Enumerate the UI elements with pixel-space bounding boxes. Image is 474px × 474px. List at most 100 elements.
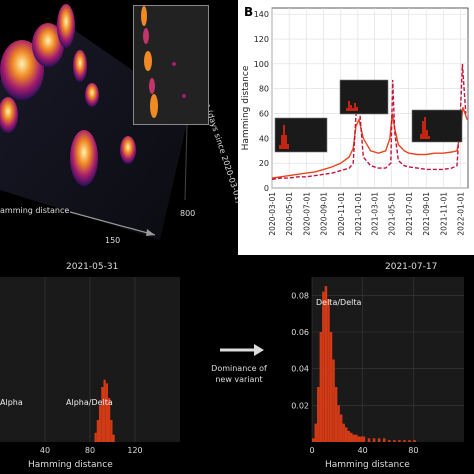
peak [0, 40, 44, 100]
inset-bar [420, 134, 422, 139]
inset-bar [356, 107, 358, 111]
y-tick-label: 80 [259, 85, 269, 94]
y-tick-label: 0 [264, 184, 269, 193]
inset-bar [422, 121, 424, 139]
hist-bar [105, 383, 108, 442]
x-tick-label: 2020-07-01 [302, 192, 311, 236]
peak [0, 97, 18, 133]
hist-bar [393, 440, 396, 442]
x-tick-label: 2020-03-01 [268, 192, 277, 236]
hist-bar [314, 423, 318, 442]
inset-bar [283, 125, 285, 149]
arrow-text-line1: Dominance of [211, 364, 267, 373]
y-tick-label: 60 [259, 110, 269, 119]
inset-bar [428, 136, 430, 139]
y-tick-800: 800 [180, 209, 195, 218]
hist-bar [388, 440, 391, 442]
x-tick-label: 0 [309, 446, 314, 455]
inset-histogram-1 [274, 117, 328, 153]
hist-bar [324, 286, 328, 442]
hist-bar [101, 387, 104, 442]
panel-b-chart: B 0 20 40 60 80 100 120 140 2020-03-01 2020-05-01 2… [241, 5, 469, 236]
inset-bar [281, 135, 283, 149]
panel-c-title: 2021-05-31 [66, 262, 118, 272]
x-tick-150: 150 [105, 236, 120, 245]
x-tick-label: 120 [127, 446, 142, 455]
hist-bar [403, 440, 406, 442]
panel-b-label: B [244, 5, 253, 19]
y-tick-label: 120 [254, 35, 269, 44]
panel-b: B 0 20 40 60 80 100 120 140 2020-03-01 2020-05-01 2… [238, 0, 474, 255]
hist-bar [334, 387, 338, 442]
panel-d-xlabel: Hamming distance [325, 460, 410, 470]
y-tick-label: 0.02 [291, 401, 309, 410]
hist-bar [377, 438, 381, 442]
hist-bar [110, 420, 113, 442]
hist-bar [108, 398, 111, 442]
panel-a-surface: amming distance 150 800 Time (days since… [0, 4, 244, 245]
hist-bar [357, 436, 361, 442]
hist-bar [112, 434, 115, 442]
right-arrow-icon [220, 344, 264, 356]
y-tick-label: 0.04 [291, 365, 309, 374]
hist-bar [408, 440, 411, 442]
y-tick-label: 0.06 [291, 328, 309, 337]
hist-bar [329, 332, 333, 442]
x-tick-label: 80 [85, 446, 95, 455]
y-tick-label: 40 [259, 134, 269, 143]
x-tick-label: 2021-07-01 [405, 192, 414, 236]
peak [120, 136, 136, 164]
annotation-alpha: Alpha [0, 398, 23, 407]
peak [70, 130, 98, 186]
x-tick-label: 2020-09-01 [320, 192, 329, 236]
hist-bar [96, 420, 99, 442]
x-tick-label: 2020-11-01 [337, 192, 346, 236]
hist-bar [362, 436, 366, 442]
hist-bar [342, 423, 345, 442]
hist-bar [339, 414, 343, 442]
x-tick-label: 80 [408, 446, 418, 455]
inset-frame [411, 109, 463, 143]
hist-bar [350, 432, 353, 442]
panel-c: 2021-05-31 40 80 120 Alpha Alpha/Delta Hamming… [0, 255, 190, 474]
peak [85, 83, 99, 107]
hist-bar [367, 438, 371, 442]
hist-bar [344, 427, 348, 442]
panel-c-xlabel: Hamming distance [28, 460, 113, 470]
inset-bar [348, 101, 350, 111]
inset-bar [346, 108, 348, 111]
panel-c-chart: 2021-05-31 40 80 120 Alpha Alpha/Delta Hamming… [0, 262, 180, 470]
hist-bar [103, 379, 106, 442]
y-axis-label: Hamming distance [241, 65, 251, 150]
x-tick-label: 40 [40, 446, 50, 455]
y-tick-label: 140 [254, 10, 269, 19]
hist-bar [99, 405, 102, 442]
peak [57, 4, 75, 48]
panel-d: 2021-07-17 0.02 0.04 0.06 0.08 0 40 80 Delta/Del… [280, 255, 474, 474]
hist-bar [322, 291, 325, 442]
series-solid-line [271, 107, 468, 179]
inset-bar [354, 103, 356, 111]
inset-histogram-3 [411, 109, 463, 143]
inset-bar [279, 145, 281, 149]
hist-bar [372, 438, 376, 442]
hist-bar [319, 332, 323, 442]
variant-arrow-block: Dominance of new variant [190, 340, 280, 400]
inset-bar [426, 130, 428, 139]
hist-bar [94, 432, 97, 442]
hist-bar [347, 431, 350, 442]
inset-bar [352, 108, 354, 111]
hist-bar [382, 438, 386, 442]
x-tick-label: 2021-09-01 [422, 192, 431, 236]
panel-a-inset [133, 5, 209, 125]
hist-bar [355, 434, 358, 442]
hist-bar [312, 438, 315, 442]
panel-d-chart: 2021-07-17 0.02 0.04 0.06 0.08 0 40 80 Delta/Del… [291, 262, 464, 470]
x-tick-label: 2021-05-01 [388, 192, 397, 236]
x-axis-arrow [146, 229, 155, 236]
hist-bar [413, 440, 416, 442]
x-axis-line [69, 211, 156, 236]
annotation-delta-delta: Delta/Delta [316, 298, 361, 307]
hist-bar [337, 405, 340, 442]
series-dashed-line [271, 63, 467, 180]
